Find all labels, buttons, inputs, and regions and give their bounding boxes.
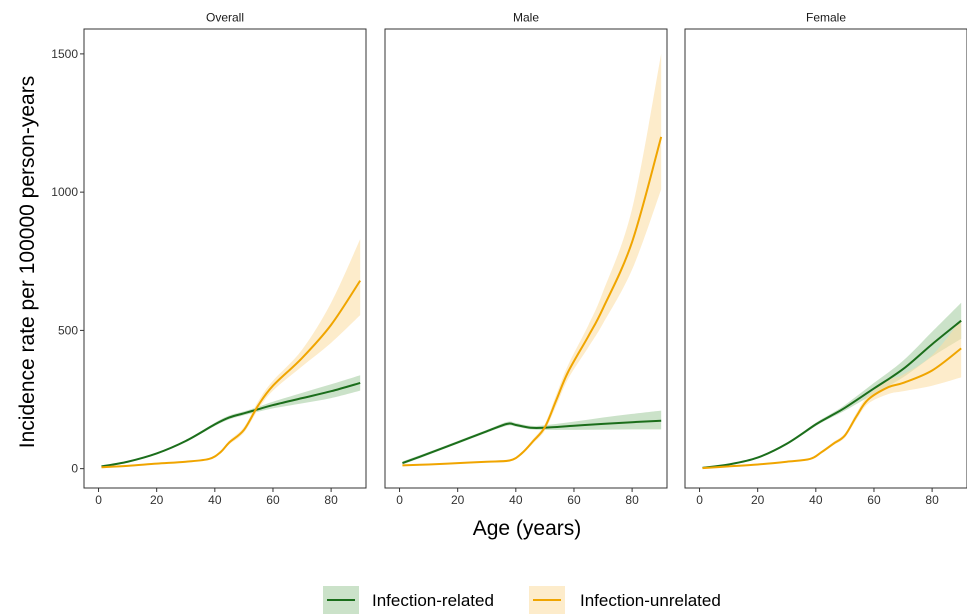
series-line-infection-unrelated xyxy=(402,136,663,467)
panel-female: Female 0 20 40 60 80 xyxy=(684,11,967,507)
x-tick-label: 20 xyxy=(751,493,765,507)
confidence-band-infection-unrelated xyxy=(402,53,662,466)
x-tick-label: 0 xyxy=(95,493,102,507)
x-tick-label: 20 xyxy=(451,493,465,507)
x-tick-label: 40 xyxy=(509,493,523,507)
x-tick-label: 20 xyxy=(150,493,164,507)
series-line-infection-related xyxy=(402,419,662,465)
x-tick-label: 0 xyxy=(396,493,403,507)
panel-border xyxy=(684,28,967,489)
x-tick-label: 40 xyxy=(809,493,823,507)
x-tick-label: 0 xyxy=(696,493,703,507)
legend-label: Infection-unrelated xyxy=(580,591,721,610)
confidence-band-infection-unrelated xyxy=(101,239,361,468)
series-line-infection-unrelated xyxy=(101,280,362,469)
x-tick-label: 60 xyxy=(266,493,280,507)
confidence-band-infection-related xyxy=(101,375,361,467)
y-tick-label: 1500 xyxy=(51,47,78,61)
panel-title: Overall xyxy=(206,11,244,25)
panel-male: Male 0 20 40 60 80 xyxy=(384,11,668,507)
panel-title: Female xyxy=(806,11,846,25)
x-tick-label: 80 xyxy=(925,493,939,507)
y-tick-label: 1000 xyxy=(51,185,78,199)
x-tick-label: 40 xyxy=(208,493,222,507)
x-tick-label: 60 xyxy=(867,493,881,507)
y-tick-label: 0 xyxy=(71,462,78,476)
plot-area xyxy=(702,302,962,470)
plot-area xyxy=(101,239,362,469)
panel-title: Male xyxy=(513,11,539,25)
confidence-band-infection-related xyxy=(402,410,662,465)
panels: Overall 0 20 40 60 80 0 500 1000 1500 Male 0 20 40 60 8… xyxy=(51,11,967,507)
x-tick-label: 80 xyxy=(324,493,338,507)
y-tick-label: 500 xyxy=(58,323,78,337)
x-axis-title: Age (years) xyxy=(473,517,582,540)
panel-overall: Overall 0 20 40 60 80 0 500 1000 1500 xyxy=(51,11,367,507)
panel-border xyxy=(384,28,668,489)
x-tick-label: 80 xyxy=(625,493,639,507)
legend: Infection-related Infection-unrelated xyxy=(323,586,721,614)
series-line-infection-related xyxy=(702,319,962,469)
y-axis-title: Incidence rate per 100000 person-years xyxy=(16,76,39,448)
series-line-infection-related xyxy=(101,381,361,468)
plot-area xyxy=(402,53,663,467)
legend-item-infection-unrelated: Infection-unrelated xyxy=(529,586,721,614)
legend-item-infection-related: Infection-related xyxy=(323,586,494,614)
series-line-infection-unrelated xyxy=(702,347,962,470)
legend-label: Infection-related xyxy=(372,591,494,610)
panel-border xyxy=(83,28,367,489)
x-tick-label: 60 xyxy=(567,493,581,507)
